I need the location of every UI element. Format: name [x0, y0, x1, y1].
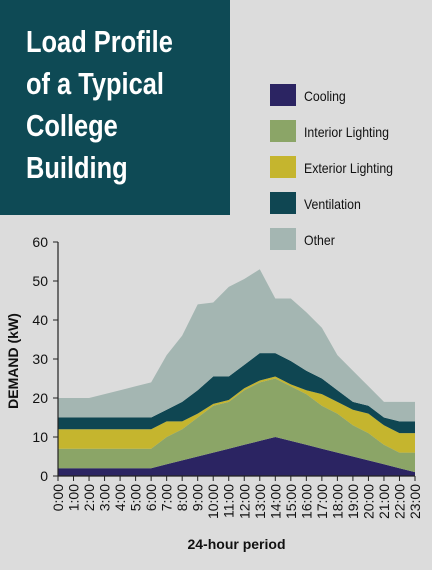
x-tick-label: 23:00 — [407, 484, 423, 519]
x-tick-label: 15:00 — [283, 484, 299, 519]
y-tick-label: 60 — [32, 234, 48, 250]
x-tick-label: 12:00 — [236, 484, 252, 519]
legend-label-exterior-lighting: Exterior Lighting — [304, 160, 394, 176]
chart-areas — [58, 269, 415, 476]
legend-label-other: Other — [304, 232, 335, 248]
legend-swatch-ventilation — [270, 192, 296, 214]
legend-swatch-exterior-lighting — [270, 156, 296, 178]
x-tick-label: 0:00 — [50, 484, 66, 511]
title-line-4: Building — [26, 150, 128, 185]
x-tick-label: 22:00 — [391, 484, 407, 519]
legend-item-cooling: Cooling — [270, 84, 430, 110]
x-tick-label: 2:00 — [81, 484, 97, 511]
x-tick-label: 10:00 — [205, 484, 221, 519]
legend-swatch-cooling — [270, 84, 296, 106]
x-tick-label: 19:00 — [345, 484, 361, 519]
legend-item-exterior-lighting: Exterior Lighting — [270, 156, 430, 182]
y-tick-label: 30 — [32, 351, 48, 367]
x-axis-ticks: 0:00 1:00 2:00 3:00 4:00 5:00 6:00 7:00 8:00 9:00… — [50, 476, 423, 519]
legend-label-ventilation: Ventilation — [304, 196, 361, 212]
area-ventilation — [58, 353, 415, 434]
title-line-2: of a Typical — [26, 66, 164, 101]
x-tick-label: 6:00 — [143, 484, 159, 511]
area-exterior-lighting — [58, 376, 415, 453]
x-tick-label: 3:00 — [97, 484, 113, 511]
x-tick-label: 16:00 — [298, 484, 314, 519]
title-line-3: College — [26, 108, 118, 143]
legend-label-interior-lighting: Interior Lighting — [304, 124, 389, 140]
legend-label-cooling: Cooling — [304, 88, 346, 104]
x-tick-label: 4:00 — [112, 484, 128, 511]
y-tick-label: 0 — [40, 468, 48, 484]
area-cooling — [58, 437, 415, 476]
y-tick-label: 20 — [32, 390, 48, 406]
y-tick-label: 10 — [32, 429, 48, 445]
title-box: Load Profile of a Typical College Buildi… — [0, 0, 230, 215]
legend-item-interior-lighting: Interior Lighting — [270, 120, 430, 146]
x-tick-label: 7:00 — [159, 484, 175, 511]
x-tick-label: 18:00 — [329, 484, 345, 519]
y-tick-label: 50 — [32, 273, 48, 289]
y-tick-label: 40 — [32, 312, 48, 328]
x-tick-label: 13:00 — [252, 484, 268, 519]
x-tick-label: 11:00 — [221, 484, 237, 518]
x-tick-label: 21:00 — [376, 484, 392, 519]
legend-swatch-other — [270, 228, 296, 250]
x-tick-label: 1:00 — [66, 484, 82, 511]
x-tick-label: 17:00 — [314, 484, 330, 519]
x-tick-label: 20:00 — [360, 484, 376, 519]
y-axis-title: DEMAND (kW) — [5, 313, 21, 409]
legend-swatch-interior-lighting — [270, 120, 296, 142]
x-tick-label: 14:00 — [267, 484, 283, 519]
title-line-1: Load Profile — [26, 24, 173, 59]
x-tick-label: 9:00 — [190, 484, 206, 511]
area-other — [58, 269, 415, 422]
x-axis-title: 24-hour period — [187, 536, 285, 552]
y-axis-ticks: 0 10 20 30 40 50 60 — [32, 234, 58, 484]
x-tick-label: 5:00 — [128, 484, 144, 511]
x-tick-label: 8:00 — [174, 484, 190, 511]
legend-item-ventilation: Ventilation — [270, 192, 430, 218]
legend-item-other: Other — [270, 228, 430, 254]
